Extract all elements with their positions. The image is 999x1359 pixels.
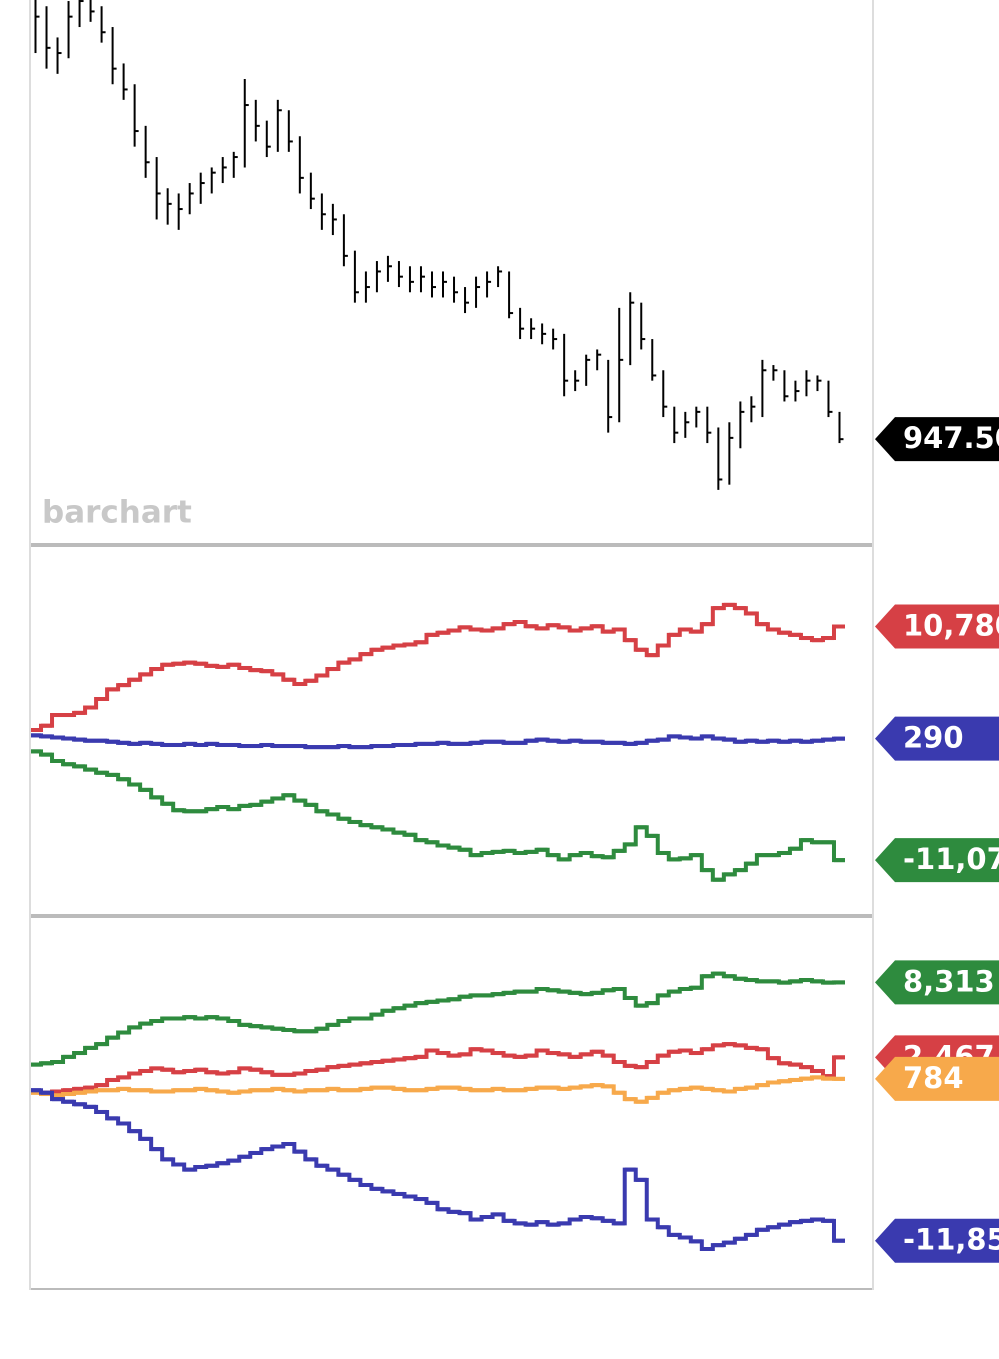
watermark: barchart xyxy=(42,495,192,531)
value-flag-label: 8,313 xyxy=(903,964,995,998)
value-flag xyxy=(875,1056,999,1101)
value-flag xyxy=(875,417,999,462)
value-flag-label: 947.50 xyxy=(903,421,999,455)
value-flag xyxy=(875,960,999,1005)
value-flag-label: -11,850 xyxy=(903,1223,999,1257)
value-flag-label: 784 xyxy=(903,1061,964,1095)
marks-layer xyxy=(30,0,845,1252)
value-flag xyxy=(875,604,999,649)
step-line-outline xyxy=(30,749,845,882)
value-flag-label: 10,780 xyxy=(903,608,999,642)
value-flag xyxy=(875,1218,999,1263)
step-line-outline xyxy=(30,1088,845,1252)
value-flag-label: 290 xyxy=(903,721,964,755)
value-flag xyxy=(875,838,999,883)
value-flag xyxy=(875,716,999,761)
frame-layer xyxy=(29,0,874,1290)
value-flag-label: -11,070 xyxy=(903,842,999,876)
flags-layer: 947.5010,780290-11,0708,3132,467784-11,8… xyxy=(875,417,999,1263)
